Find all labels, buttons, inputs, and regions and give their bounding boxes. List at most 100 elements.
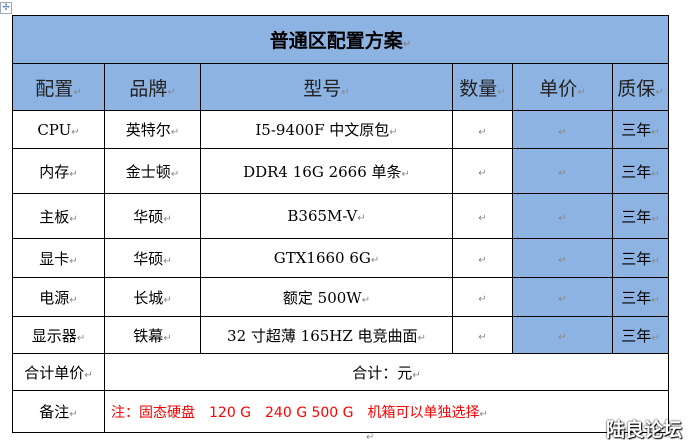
cell-item-text: 显卡: [39, 249, 70, 268]
header-model[interactable]: 型号↵: [200, 63, 453, 111]
cell-item-text: 电源: [39, 288, 70, 307]
cell-price[interactable]: ↵: [512, 148, 613, 194]
header-brand[interactable]: 品牌↵: [104, 63, 201, 111]
cell-model-text: I5-9400F 中文原包: [255, 121, 390, 139]
note-value-text: 注：固态硬盘 120 G 240 G 500 G 机箱可以单独选择: [111, 404, 480, 421]
header-config-text: 配置: [35, 77, 74, 100]
cell-model-text: 32 寸超薄 165HZ 电竞曲面: [227, 326, 418, 345]
cell-brand[interactable]: 金士顿↵: [104, 148, 201, 194]
table-title[interactable]: 普通区配置方案↵: [12, 15, 669, 64]
paragraph-mark: ↵: [370, 255, 380, 266]
paragraph-mark: ↵: [366, 432, 375, 443]
cell-model[interactable]: 额定 500W↵: [200, 277, 453, 317]
cell-warranty-text: 三年: [621, 121, 652, 139]
header-warranty-text: 质保: [617, 77, 656, 100]
header-config[interactable]: 配置↵: [12, 63, 105, 111]
total-value[interactable]: 合计：元↵: [104, 353, 669, 391]
paragraph-mark: ↵: [357, 213, 366, 224]
cell-qty[interactable]: ↵: [452, 110, 513, 149]
cell-model-text: DDR4 16G 2666 单条: [243, 162, 402, 181]
cell-brand[interactable]: 铁幕↵: [104, 316, 201, 354]
cell-qty[interactable]: ↵: [452, 277, 513, 317]
paragraph-mark: ↵: [341, 86, 350, 98]
cell-item[interactable]: 主板↵: [12, 193, 105, 239]
paragraph-mark: ↵: [497, 86, 506, 98]
paragraph-mark: ↵: [478, 213, 487, 224]
cell-warranty[interactable]: 三年↵: [612, 238, 669, 278]
paragraph-mark: ↵: [69, 213, 78, 225]
table-move-handle-icon[interactable]: ✢: [0, 2, 12, 14]
cell-item[interactable]: 电源↵: [12, 277, 105, 317]
paragraph-mark: ↵: [478, 126, 487, 138]
paragraph-mark: ↵: [558, 332, 567, 343]
cell-item[interactable]: 内存↵: [12, 148, 105, 194]
header-warranty[interactable]: 质保↵: [612, 63, 669, 111]
header-model-text: 型号: [303, 77, 342, 100]
cell-item-text: 主板: [39, 207, 70, 226]
cell-item[interactable]: 显卡↵: [12, 238, 105, 278]
cell-warranty[interactable]: 三年↵: [612, 277, 669, 317]
note-label[interactable]: 备注↵: [12, 390, 105, 433]
paragraph-mark: ↵: [402, 39, 412, 50]
cell-item[interactable]: CPU↵: [12, 110, 105, 149]
cell-qty[interactable]: ↵: [452, 238, 513, 278]
title-text: 普通区配置方案: [269, 30, 403, 52]
header-qty[interactable]: 数量↵: [452, 63, 513, 111]
cell-price[interactable]: ↵: [512, 277, 613, 317]
table-row: 电源↵ 长城↵ 额定 500W↵ ↵ ↵ 三年↵: [12, 277, 669, 317]
cell-model-text: 额定 500W: [282, 288, 362, 307]
paragraph-mark: ↵: [417, 332, 426, 344]
config-table: 普通区配置方案↵ 配置↵ 品牌↵ 型号↵ 数量↵ 单价↵ 质保↵ CPU↵ 英特尔↵ I5-9…: [12, 15, 669, 433]
header-price-text: 单价: [539, 77, 578, 100]
cell-price[interactable]: ↵: [512, 238, 613, 278]
watermark: 陆良论坛: [605, 419, 682, 441]
paragraph-mark: ↵: [71, 126, 80, 138]
header-price[interactable]: 单价↵: [512, 63, 613, 111]
cell-brand[interactable]: 华硕↵: [104, 193, 201, 239]
paragraph-mark: ↵: [170, 168, 180, 180]
note-value[interactable]: 注：固态硬盘 120 G 240 G 500 G 机箱可以单独选择↵: [104, 390, 669, 433]
total-value-text: 合计：元: [352, 363, 413, 382]
cell-brand[interactable]: 华硕↵: [104, 238, 201, 278]
cell-warranty-text: 三年: [621, 162, 652, 181]
cell-warranty-text: 三年: [621, 207, 652, 226]
paragraph-mark: ↵: [69, 255, 78, 267]
header-brand-text: 品牌: [129, 77, 168, 100]
paragraph-mark: ↵: [478, 294, 487, 305]
paragraph-mark: ↵: [651, 127, 660, 138]
paragraph-mark: ↵: [651, 168, 660, 180]
cell-model-text: GTX1660 6G: [273, 249, 371, 267]
paragraph-mark: ↵: [69, 409, 78, 420]
total-label[interactable]: 合计单价↵: [12, 353, 105, 391]
cell-warranty[interactable]: 三年↵: [612, 316, 669, 354]
cell-item[interactable]: 显示器↵: [12, 316, 105, 354]
cell-item-text: 内存: [39, 162, 70, 181]
cell-brand[interactable]: 长城↵: [104, 277, 201, 317]
paragraph-mark: ↵: [651, 332, 660, 344]
cell-model[interactable]: B365M-V↵: [200, 193, 453, 239]
cell-price[interactable]: ↵: [512, 110, 613, 149]
cell-model[interactable]: 32 寸超薄 165HZ 电竞曲面↵: [200, 316, 453, 354]
paragraph-mark: ↵: [558, 213, 567, 224]
cell-model[interactable]: DDR4 16G 2666 单条↵: [200, 148, 453, 194]
cell-model[interactable]: I5-9400F 中文原包↵: [200, 110, 453, 149]
paragraph-mark: ↵: [163, 294, 172, 306]
cell-warranty[interactable]: 三年↵: [612, 193, 669, 239]
paragraph-mark: ↵: [69, 294, 78, 306]
paragraph-mark: ↵: [412, 369, 421, 381]
cell-price[interactable]: ↵: [512, 193, 613, 239]
cell-warranty[interactable]: 三年↵: [612, 148, 669, 194]
cell-warranty[interactable]: 三年↵: [612, 110, 669, 149]
cell-price[interactable]: ↵: [512, 316, 613, 354]
cell-qty[interactable]: ↵: [452, 193, 513, 239]
paragraph-mark: ↵: [651, 213, 660, 225]
paragraph-mark: ↵: [479, 408, 488, 420]
cell-qty[interactable]: ↵: [452, 148, 513, 194]
cell-qty[interactable]: ↵: [452, 316, 513, 354]
table-row: 显卡↵ 华硕↵ GTX1660 6G↵ ↵ ↵ 三年↵: [12, 238, 669, 278]
cell-model[interactable]: GTX1660 6G↵: [200, 238, 453, 278]
paragraph-mark: ↵: [558, 294, 567, 305]
table-row: CPU↵ 英特尔↵ I5-9400F 中文原包↵ ↵ ↵ 三年↵: [12, 110, 669, 149]
paragraph-mark: ↵: [389, 127, 398, 138]
cell-brand[interactable]: 英特尔↵: [104, 110, 201, 149]
